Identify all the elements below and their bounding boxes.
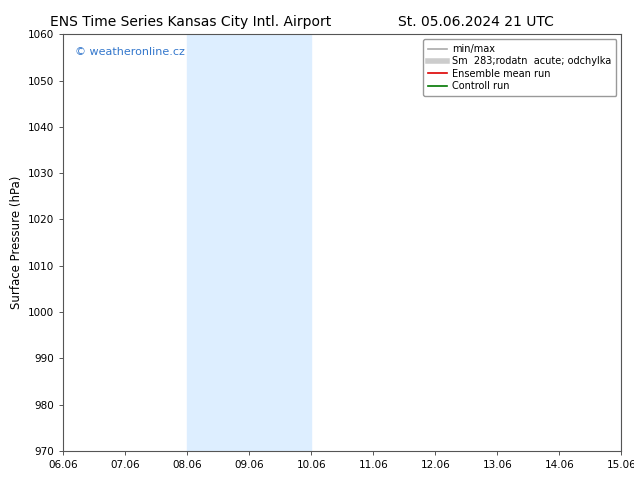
Text: ENS Time Series Kansas City Intl. Airport: ENS Time Series Kansas City Intl. Airpor…	[49, 15, 331, 29]
Y-axis label: Surface Pressure (hPa): Surface Pressure (hPa)	[10, 176, 23, 309]
Text: © weatheronline.cz: © weatheronline.cz	[75, 47, 184, 57]
Legend: min/max, Sm  283;rodatn  acute; odchylka, Ensemble mean run, Controll run: min/max, Sm 283;rodatn acute; odchylka, …	[423, 39, 616, 96]
Bar	[188, 34, 311, 451]
Text: St. 05.06.2024 21 UTC: St. 05.06.2024 21 UTC	[398, 15, 553, 29]
Bar	[621, 34, 634, 451]
